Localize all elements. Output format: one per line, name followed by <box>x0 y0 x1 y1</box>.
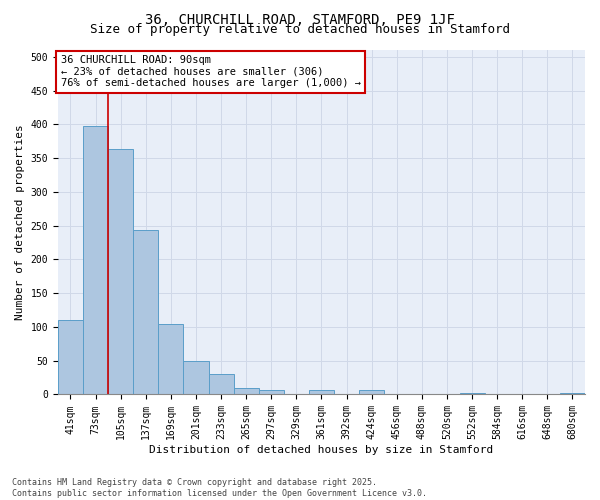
Bar <box>133 230 158 394</box>
Bar <box>58 320 83 394</box>
Bar <box>233 388 259 394</box>
Bar <box>560 393 585 394</box>
Bar <box>209 374 233 394</box>
Text: 36 CHURCHILL ROAD: 90sqm
← 23% of detached houses are smaller (306)
76% of semi-: 36 CHURCHILL ROAD: 90sqm ← 23% of detach… <box>61 55 361 88</box>
X-axis label: Distribution of detached houses by size in Stamford: Distribution of detached houses by size … <box>149 445 494 455</box>
Bar <box>460 393 485 394</box>
Y-axis label: Number of detached properties: Number of detached properties <box>15 124 25 320</box>
Text: 36, CHURCHILL ROAD, STAMFORD, PE9 1JF: 36, CHURCHILL ROAD, STAMFORD, PE9 1JF <box>145 12 455 26</box>
Bar <box>184 362 209 394</box>
Bar <box>108 150 133 394</box>
Bar <box>309 390 334 394</box>
Text: Size of property relative to detached houses in Stamford: Size of property relative to detached ho… <box>90 22 510 36</box>
Bar <box>359 390 384 394</box>
Bar <box>259 390 284 394</box>
Bar <box>83 126 108 394</box>
Bar <box>158 324 184 394</box>
Text: Contains HM Land Registry data © Crown copyright and database right 2025.
Contai: Contains HM Land Registry data © Crown c… <box>12 478 427 498</box>
